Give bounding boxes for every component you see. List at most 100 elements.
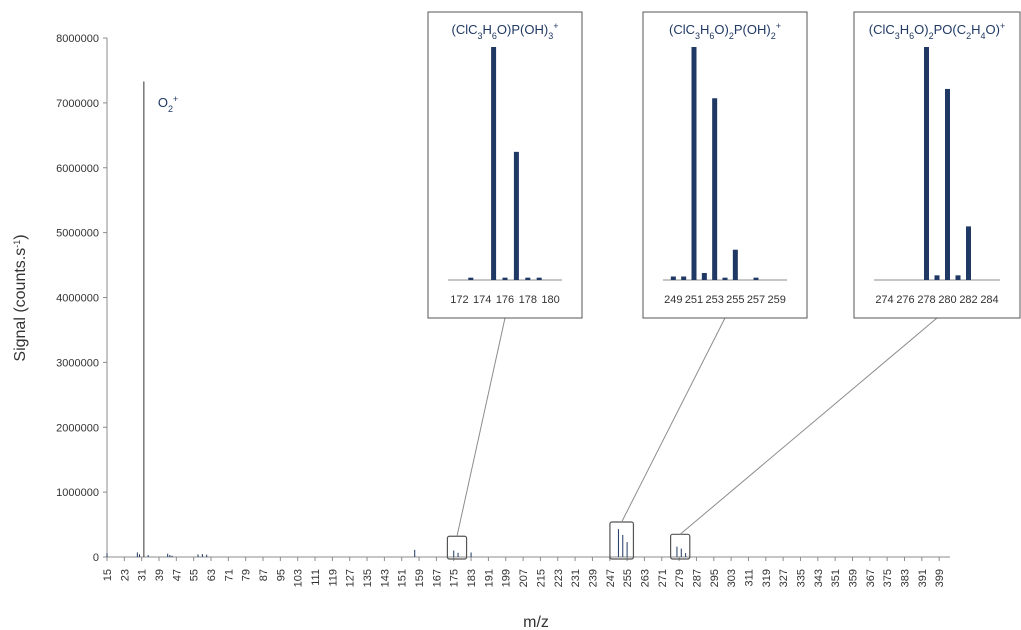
inset-bar bbox=[753, 277, 759, 280]
inset-2: (ClC3H6O)2P(OH)2+ 249 251 253 255 257 259 bbox=[642, 11, 808, 319]
x-tick-label: 191 bbox=[483, 569, 495, 587]
x-tick-label: 159 bbox=[414, 569, 426, 587]
inset-x-tick-label: 274 bbox=[875, 294, 893, 306]
inset-x-tick-label: 251 bbox=[685, 294, 703, 306]
spectrum-bar bbox=[106, 553, 108, 557]
inset-bar bbox=[513, 151, 519, 280]
inset-x-tick-label: 259 bbox=[767, 294, 785, 306]
x-tick-label: 271 bbox=[657, 569, 669, 587]
spectrum-bar bbox=[167, 553, 169, 557]
x-axis-title: m/z bbox=[523, 614, 549, 630]
x-tick-label: 279 bbox=[674, 569, 686, 587]
inset-bar bbox=[681, 276, 687, 280]
x-tick-label: 255 bbox=[622, 569, 634, 587]
inset-x-tick-label: 249 bbox=[664, 294, 682, 306]
spectrum-bar bbox=[147, 555, 149, 557]
x-tick-label: 39 bbox=[154, 569, 166, 581]
spectrum-bar bbox=[171, 555, 173, 557]
inset-bar bbox=[732, 249, 738, 280]
x-tick-label: 375 bbox=[882, 569, 894, 587]
inset-x-tick-label: 282 bbox=[959, 294, 977, 306]
x-tick-label: 223 bbox=[553, 569, 565, 587]
y-tick-label: 6000000 bbox=[56, 163, 99, 175]
inset-x-tick-label: 284 bbox=[980, 294, 998, 306]
x-tick-label: 151 bbox=[397, 569, 409, 587]
inset-bar bbox=[502, 277, 508, 280]
spectrum-bar bbox=[680, 548, 682, 557]
zoom-box bbox=[670, 533, 691, 560]
inset-frame bbox=[427, 11, 583, 319]
x-tick-label: 367 bbox=[865, 569, 877, 587]
x-tick-label: 87 bbox=[258, 569, 270, 581]
x-tick-label: 343 bbox=[813, 569, 825, 587]
inset-x-tick-label: 276 bbox=[896, 294, 914, 306]
x-tick-label: 247 bbox=[605, 569, 617, 587]
x-tick-label: 319 bbox=[761, 569, 773, 587]
spectrum-bar bbox=[206, 554, 208, 557]
x-tick-label: 287 bbox=[691, 569, 703, 587]
inset-bar bbox=[468, 277, 474, 280]
y-axis-title: Signal (counts.s-1) bbox=[12, 234, 29, 361]
inset-x-tick-label: 255 bbox=[726, 294, 744, 306]
spectrum-bar bbox=[617, 529, 619, 557]
x-tick-label: 399 bbox=[934, 569, 946, 587]
x-tick-label: 127 bbox=[345, 569, 357, 587]
spectrum-bar bbox=[139, 554, 141, 557]
y-tick-label: 1000000 bbox=[56, 487, 99, 499]
x-tick-label: 295 bbox=[709, 569, 721, 587]
x-tick-label: 103 bbox=[293, 569, 305, 587]
inset-bar bbox=[670, 276, 676, 280]
x-tick-label: 335 bbox=[795, 569, 807, 587]
inset-bar bbox=[924, 47, 929, 280]
inset-x-tick-label: 176 bbox=[496, 294, 514, 306]
inset-bar bbox=[536, 277, 542, 280]
inset-bar bbox=[966, 226, 971, 280]
spectrum-bar bbox=[676, 546, 678, 557]
inset-frame bbox=[642, 11, 808, 319]
inset-x-tick-label: 172 bbox=[450, 294, 468, 306]
spectrum-bar bbox=[197, 554, 199, 557]
x-tick-label: 327 bbox=[778, 569, 790, 587]
x-tick-label: 215 bbox=[535, 569, 547, 587]
inset-1: (ClC3H6O)P(OH)3+ 172 174 176 178 180 bbox=[427, 11, 583, 319]
spectrum-bar bbox=[414, 549, 416, 557]
x-tick-label: 71 bbox=[223, 569, 235, 581]
x-tick-label: 63 bbox=[206, 569, 218, 581]
zoom-box bbox=[446, 535, 468, 560]
x-tick-label: 383 bbox=[899, 569, 911, 587]
x-tick-label: 167 bbox=[431, 569, 443, 587]
inset-bar bbox=[712, 98, 718, 280]
spectrum-bar bbox=[626, 542, 628, 557]
x-tick-label: 199 bbox=[501, 569, 513, 587]
peak-annotation-o2: O2+ bbox=[158, 94, 178, 114]
zoom-connector bbox=[621, 317, 726, 523]
x-tick-label: 391 bbox=[917, 569, 929, 587]
y-tick-label: 2000000 bbox=[56, 422, 99, 434]
inset-bar bbox=[955, 275, 961, 280]
x-tick-label: 143 bbox=[379, 569, 391, 587]
x-tick-label: 23 bbox=[119, 569, 131, 581]
x-tick-label: 135 bbox=[362, 569, 374, 587]
y-tick-label: 0 bbox=[93, 552, 99, 564]
spectrum-bar bbox=[685, 553, 687, 557]
y-tick-label: 7000000 bbox=[56, 98, 99, 110]
inset-x-tick-label: 253 bbox=[705, 294, 723, 306]
x-tick-label: 263 bbox=[639, 569, 651, 587]
x-tick-label: 119 bbox=[327, 569, 339, 587]
x-tick-label: 95 bbox=[275, 569, 287, 581]
x-tick-label: 207 bbox=[518, 569, 530, 587]
inset-bar bbox=[934, 275, 940, 280]
inset-title: (ClC3H6O)P(OH)3+ bbox=[452, 21, 559, 41]
inset-bar bbox=[701, 273, 707, 280]
zoom-connector bbox=[679, 317, 938, 535]
inset-x-tick-label: 180 bbox=[541, 294, 559, 306]
x-tick-label: 15 bbox=[102, 569, 114, 581]
inset-bar bbox=[525, 277, 531, 280]
x-tick-label: 183 bbox=[466, 569, 478, 587]
y-tick-label: 8000000 bbox=[56, 33, 99, 45]
spectrum-bar bbox=[143, 81, 145, 557]
inset-bar bbox=[722, 277, 728, 280]
x-tick-label: 239 bbox=[587, 569, 599, 587]
spectrum-bar bbox=[169, 555, 171, 557]
x-tick-label: 351 bbox=[830, 569, 842, 587]
